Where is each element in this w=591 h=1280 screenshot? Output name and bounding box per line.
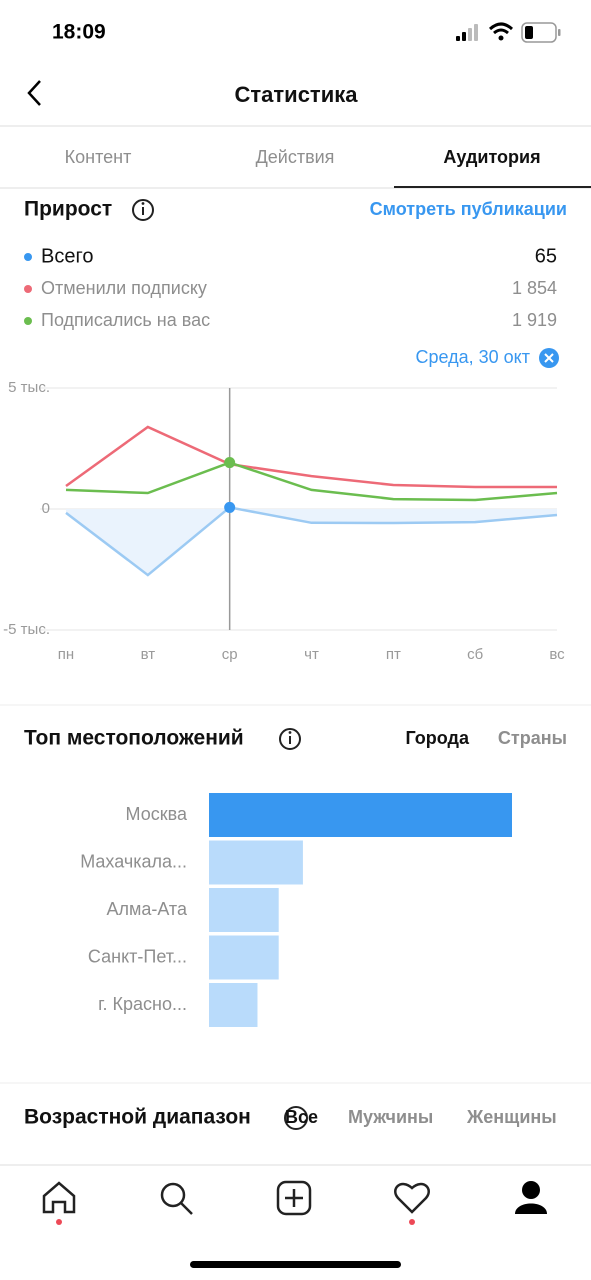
view-posts-link[interactable]: Смотреть публикации [370, 199, 567, 219]
bar [209, 793, 512, 837]
x-tick-label: пн [58, 646, 74, 663]
status-time: 18:09 [52, 21, 106, 44]
section-title: Возрастной диапазон [24, 1106, 251, 1129]
tab-bar [42, 1180, 547, 1216]
selected-date: Среда, 30 окт [416, 347, 531, 367]
clear-date[interactable] [539, 348, 559, 368]
area [66, 507, 557, 576]
bar [209, 983, 258, 1027]
line [65, 425, 557, 489]
toggle[interactable]: Все [285, 1107, 318, 1127]
x-tick-label: сб [467, 646, 483, 663]
legend-label: Всего [41, 245, 93, 267]
toggle[interactable]: Города [406, 728, 470, 748]
legend-value: 1 854 [512, 278, 557, 298]
selected-point [224, 501, 236, 513]
bar-label: Алма-Ата [106, 899, 188, 919]
legend-dot [24, 285, 32, 293]
legend-dot [24, 253, 32, 261]
x-tick-label: чт [304, 646, 319, 663]
bar [209, 840, 303, 885]
notification-dot [56, 1219, 62, 1225]
header-title: Статистика [235, 82, 359, 107]
legend-value: 1 919 [512, 310, 557, 330]
x-tick-label: пт [386, 646, 401, 663]
legend-label: Отменили подписку [41, 278, 207, 298]
toggle[interactable]: Женщины [466, 1107, 557, 1127]
selected-point [224, 457, 236, 469]
section-title: Прирост [24, 198, 112, 221]
bar-label: Махачкала... [80, 851, 187, 871]
tab[interactable]: Действия [256, 147, 335, 167]
legend-value: 65 [535, 245, 557, 267]
x-tick-label: вт [141, 646, 156, 663]
y-tick-label: -5 тыс. [3, 621, 50, 638]
bar-label: г. Красно... [98, 994, 187, 1014]
legend-label: Подписались на вас [41, 310, 210, 330]
back-button[interactable] [27, 80, 41, 106]
line [65, 461, 558, 502]
line [65, 506, 558, 577]
info-icon[interactable] [284, 1106, 308, 1130]
add-tab[interactable] [276, 1180, 312, 1216]
toggle[interactable]: Мужчины [348, 1107, 433, 1127]
legend-dot [24, 317, 32, 325]
x-tick-label: вс [549, 646, 565, 663]
info-icon[interactable] [132, 199, 154, 221]
home-tab[interactable] [42, 1181, 76, 1214]
x-tick-label: ср [222, 646, 238, 663]
home-indicator [190, 1261, 401, 1268]
bar-label: Санкт-Пет... [88, 946, 187, 966]
section-title: Топ местоположений [24, 727, 244, 750]
activity-tab[interactable] [394, 1182, 430, 1214]
tab[interactable]: Контент [65, 147, 132, 167]
y-tick-label: 0 [42, 500, 50, 517]
profile-tab[interactable] [515, 1181, 547, 1214]
bar-label: Москва [126, 804, 188, 824]
status-icons [456, 22, 561, 43]
tab[interactable]: Аудитория [443, 147, 540, 167]
toggle[interactable]: Страны [498, 728, 567, 748]
y-tick-label: 5 тыс. [8, 379, 50, 396]
bar [209, 935, 279, 980]
notification-dot [409, 1219, 415, 1225]
bar [209, 888, 279, 932]
info-icon[interactable] [279, 728, 301, 750]
search-tab[interactable] [160, 1182, 193, 1215]
